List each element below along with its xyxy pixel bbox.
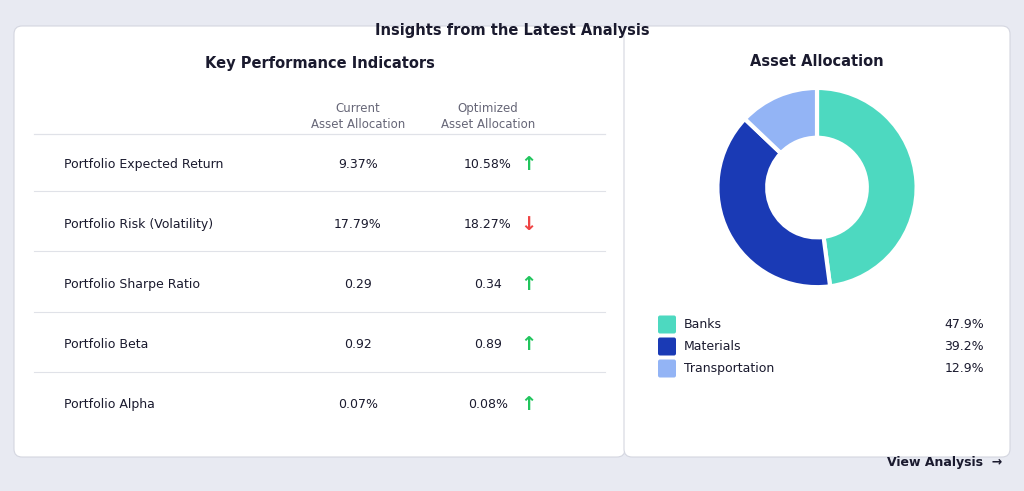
- Text: 9.37%: 9.37%: [338, 158, 378, 170]
- Text: Asset Allocation: Asset Allocation: [311, 118, 406, 131]
- Text: 17.79%: 17.79%: [334, 218, 382, 231]
- Text: 0.29: 0.29: [344, 278, 372, 291]
- Text: Portfolio Alpha: Portfolio Alpha: [63, 398, 155, 411]
- FancyBboxPatch shape: [14, 26, 625, 457]
- FancyBboxPatch shape: [624, 26, 1010, 457]
- Text: Optimized: Optimized: [458, 102, 518, 115]
- Wedge shape: [718, 119, 830, 287]
- Text: Key Performance Indicators: Key Performance Indicators: [205, 56, 434, 71]
- Text: 0.08%: 0.08%: [468, 398, 508, 411]
- Text: 39.2%: 39.2%: [944, 340, 984, 353]
- Text: Banks: Banks: [684, 318, 722, 331]
- Text: Portfolio Beta: Portfolio Beta: [63, 338, 148, 351]
- Text: 12.9%: 12.9%: [944, 362, 984, 375]
- Text: ↑: ↑: [520, 155, 537, 174]
- Text: ↑: ↑: [520, 275, 537, 294]
- Text: ↓: ↓: [520, 215, 537, 234]
- Text: Insights from the Latest Analysis: Insights from the Latest Analysis: [375, 23, 649, 38]
- Text: ↑: ↑: [520, 395, 537, 414]
- Text: Current: Current: [336, 102, 380, 115]
- Text: Asset Allocation: Asset Allocation: [751, 54, 884, 69]
- Text: Portfolio Sharpe Ratio: Portfolio Sharpe Ratio: [63, 278, 200, 291]
- Text: 10.58%: 10.58%: [464, 158, 512, 170]
- Text: 18.27%: 18.27%: [464, 218, 512, 231]
- Wedge shape: [817, 88, 916, 286]
- Text: 47.9%: 47.9%: [944, 318, 984, 331]
- FancyBboxPatch shape: [658, 359, 676, 378]
- Text: ↑: ↑: [520, 335, 537, 354]
- Wedge shape: [744, 88, 817, 153]
- FancyBboxPatch shape: [658, 316, 676, 333]
- Text: View Analysis  →: View Analysis →: [887, 456, 1002, 469]
- Text: Transportation: Transportation: [684, 362, 774, 375]
- Text: 0.89: 0.89: [474, 338, 502, 351]
- Text: 0.07%: 0.07%: [338, 398, 378, 411]
- Text: Materials: Materials: [684, 340, 741, 353]
- Text: Portfolio Risk (Volatility): Portfolio Risk (Volatility): [63, 218, 213, 231]
- Text: 0.92: 0.92: [344, 338, 372, 351]
- Text: Portfolio Expected Return: Portfolio Expected Return: [63, 158, 223, 170]
- Text: 0.34: 0.34: [474, 278, 502, 291]
- FancyBboxPatch shape: [658, 337, 676, 355]
- Text: Asset Allocation: Asset Allocation: [441, 118, 536, 131]
